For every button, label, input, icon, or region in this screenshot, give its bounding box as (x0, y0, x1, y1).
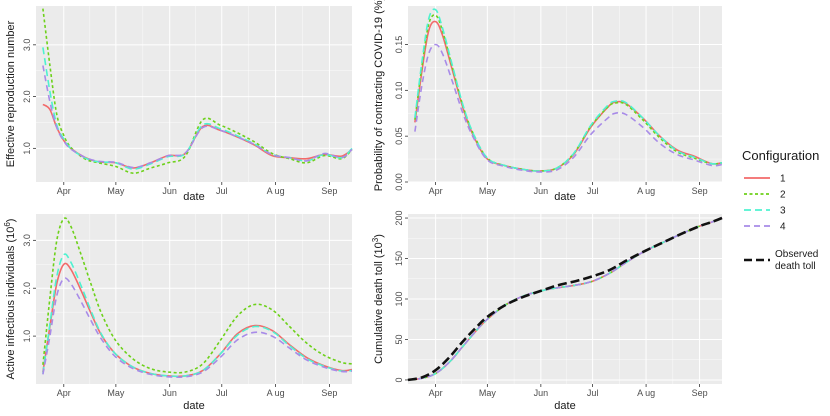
x-tick-label: Apr (57, 186, 71, 196)
x-tick-label: Jul (216, 186, 228, 196)
legend-label-4: 4 (780, 222, 786, 233)
chart-panel-top-right: 0.00 0.05 0.10 0.15 Apr May Jun Jul A ug Sep date P… (373, 0, 723, 203)
series-line-4 (42, 65, 353, 169)
x-tick-label: Sep (321, 388, 337, 398)
legend-title: Configuration (742, 148, 819, 163)
panel-background (36, 6, 352, 182)
x-tick-label: Jun (534, 388, 549, 398)
y-tick-label: 0 (394, 377, 404, 382)
legend-label-3: 3 (780, 206, 786, 217)
x-tick-label: Sep (692, 388, 708, 398)
y-tick-label: 200 (394, 211, 404, 226)
legend-label-observed: Observed (775, 249, 818, 260)
x-tick-label: Apr (429, 186, 443, 196)
x-tick-label: Jun (162, 388, 177, 398)
x-tick-label: A ug (637, 388, 655, 398)
y-axis-label: Probability of contracting COVID-19 (%) (373, 0, 385, 191)
y-tick-label: 2.0 (22, 282, 32, 295)
y-tick-label: 150 (394, 251, 404, 266)
x-axis-label: date (183, 191, 204, 203)
legend-label-1: 1 (780, 174, 786, 185)
x-tick-label: Sep (692, 186, 708, 196)
x-tick-label: Apr (57, 388, 71, 398)
x-tick-label: May (479, 388, 497, 398)
legend-label-observed: death toll (775, 261, 816, 272)
y-tick-label: 3.0 (22, 234, 32, 247)
y-tick-label: 2.0 (22, 90, 32, 103)
chart-panel-top-left: 1.0 2.0 3.0 Apr May Jun Jul A ug Sep date Effectiv… (5, 6, 353, 203)
x-tick-label: A ug (637, 186, 655, 196)
y-tick-label: 3.0 (22, 39, 32, 52)
x-tick-label: May (107, 186, 125, 196)
series-line-4 (42, 277, 353, 379)
observed-death-toll-line (407, 216, 723, 382)
y-tick-label: 50 (394, 334, 404, 344)
x-tick-label: Jun (534, 186, 549, 196)
y-tick-label: 0.15 (394, 36, 404, 54)
series-line-3 (414, 8, 723, 172)
y-tick-label: 1.0 (22, 330, 32, 343)
y-axis-label: Active infectious individuals (106) (3, 219, 18, 380)
x-tick-label: A ug (267, 388, 285, 398)
x-tick-label: Jun (162, 186, 177, 196)
y-tick-label: 0.10 (394, 82, 404, 100)
y-tick-label: 0.05 (394, 127, 404, 145)
y-tick-label: 0.00 (394, 173, 404, 191)
chart-panel-bottom-left: 1.0 2.0 3.0 Apr May Jun Jul A ug Sep date Active i… (3, 214, 353, 412)
x-axis-label: date (554, 191, 575, 203)
x-axis-label: date (554, 400, 575, 412)
x-tick-label: Jul (216, 388, 228, 398)
series-line-3 (42, 253, 353, 378)
x-tick-label: Jul (587, 388, 599, 398)
y-axis-label: Cumulative death toll (103) (371, 234, 386, 364)
x-tick-label: Apr (429, 388, 443, 398)
series-line-2 (42, 217, 353, 374)
y-tick-label: 1.0 (22, 142, 32, 155)
x-tick-label: A ug (267, 186, 285, 196)
legend-label-2: 2 (780, 190, 786, 201)
series-line-4 (407, 217, 723, 381)
y-axis-label: Effective reproduction number (5, 20, 17, 167)
x-tick-label: May (107, 388, 125, 398)
x-axis-label: date (183, 400, 204, 412)
x-tick-label: Jul (587, 186, 599, 196)
series-line-2 (42, 8, 353, 175)
x-tick-label: Sep (321, 186, 337, 196)
y-tick-label: 100 (394, 291, 404, 306)
chart-panel-bottom-right: 0 50 100 150 200 Apr May Jun Jul A ug Sep date Cumul… (371, 211, 723, 412)
x-tick-label: May (479, 186, 497, 196)
series-line-4 (414, 43, 723, 173)
panel-background (408, 6, 722, 182)
